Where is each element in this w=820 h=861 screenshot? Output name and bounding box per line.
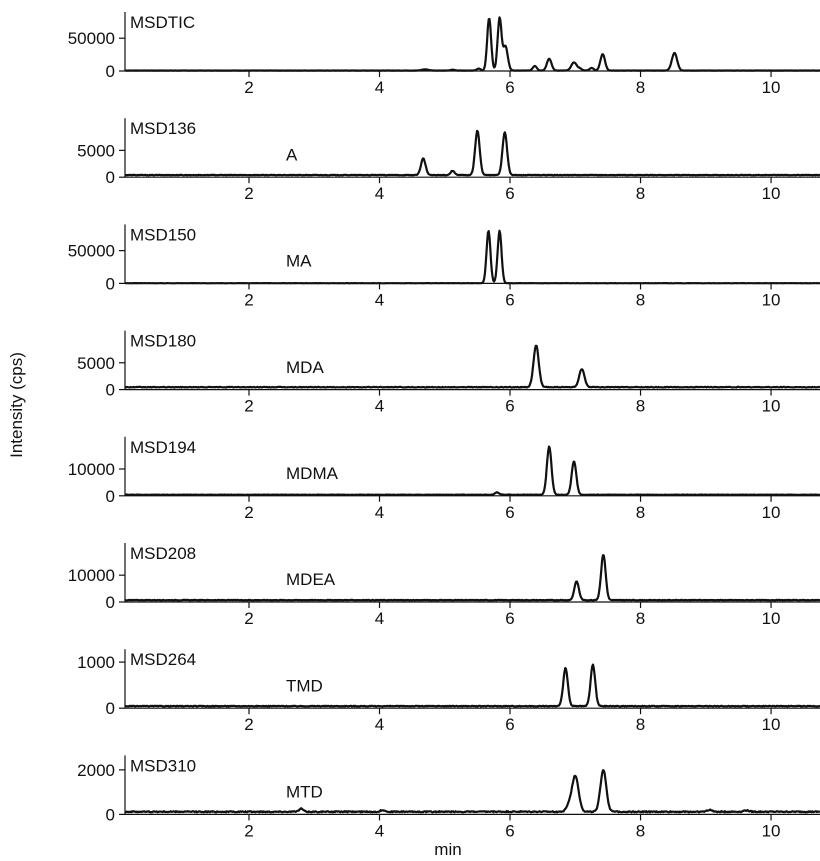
trace-line — [124, 344, 820, 389]
compound-label: TMD — [286, 676, 323, 695]
trace-line — [124, 16, 820, 72]
panel-msdtic: MSDTIC 0 50000 2 4 6 8 10 — [68, 12, 820, 97]
channel-label: MSD150 — [130, 225, 196, 244]
x-tick-label: 4 — [375, 397, 384, 416]
x-tick-label: 6 — [505, 715, 514, 734]
trace-line — [124, 663, 820, 708]
compound-label: MTD — [286, 783, 323, 802]
y-tick-label: 0 — [106, 274, 115, 293]
y-tick-label: 5000 — [77, 354, 115, 373]
x-tick-label: 8 — [636, 609, 645, 628]
x-tick-label: 8 — [636, 503, 645, 522]
x-tick-label: 2 — [244, 609, 253, 628]
y-tick-label: 0 — [106, 487, 115, 506]
trace-line — [124, 445, 820, 496]
compound-label: MDA — [286, 358, 324, 377]
y-tick-label: 0 — [106, 593, 115, 612]
y-tick-label: 2000 — [77, 761, 115, 780]
panel-msd310: MSD310 MTD 0 2000 2 4 6 8 10 — [77, 755, 820, 840]
trace-line — [124, 229, 820, 285]
x-tick-label: 4 — [375, 290, 384, 309]
x-tick-label: 6 — [505, 78, 514, 97]
channel-label: MSD310 — [130, 756, 196, 775]
x-tick-label: 4 — [375, 609, 384, 628]
panel-msd136: MSD136 A 0 5000 2 4 6 8 10 — [77, 118, 820, 203]
x-tick-label: 8 — [636, 78, 645, 97]
x-tick-label: 10 — [762, 397, 781, 416]
y-tick-label: 10000 — [68, 460, 115, 479]
x-tick-label: 8 — [636, 184, 645, 203]
panel-msd264: MSD264 TMD 0 1000 2 4 6 8 10 — [77, 649, 820, 734]
x-tick-label: 4 — [375, 821, 384, 840]
y-tick-label: 1000 — [77, 653, 115, 672]
x-tick-label: 8 — [636, 715, 645, 734]
x-tick-label: 10 — [762, 715, 781, 734]
x-tick-label: 6 — [505, 821, 514, 840]
x-axis-label: min — [434, 840, 461, 859]
compound-label: MA — [286, 252, 312, 271]
panel-msd150: MSD150 MA 0 50000 2 4 6 8 10 — [68, 224, 820, 309]
y-axis-label: Intensity (cps) — [7, 352, 26, 458]
trace-line — [124, 769, 820, 814]
x-tick-label: 2 — [244, 821, 253, 840]
x-tick-label: 6 — [505, 290, 514, 309]
x-tick-label: 4 — [375, 78, 384, 97]
channel-label: MSD208 — [130, 544, 196, 563]
compound-label: MDEA — [286, 570, 336, 589]
compound-label: A — [286, 145, 298, 164]
trace-line — [124, 554, 820, 602]
channel-label: MSD264 — [130, 650, 196, 669]
channel-label: MSD194 — [130, 438, 196, 457]
x-tick-label: 2 — [244, 397, 253, 416]
panel-msd194: MSD194 MDMA 0 10000 2 4 6 8 10 — [68, 436, 820, 522]
x-tick-label: 10 — [762, 821, 781, 840]
x-tick-label: 4 — [375, 715, 384, 734]
y-tick-label: 10000 — [68, 566, 115, 585]
x-tick-label: 2 — [244, 715, 253, 734]
y-tick-label: 0 — [106, 699, 115, 718]
x-tick-label: 8 — [636, 397, 645, 416]
x-tick-label: 4 — [375, 503, 384, 522]
x-tick-label: 4 — [375, 184, 384, 203]
y-tick-label: 50000 — [68, 242, 115, 261]
trace-line — [124, 129, 820, 177]
x-tick-label: 10 — [762, 609, 781, 628]
x-tick-label: 8 — [636, 821, 645, 840]
x-tick-label: 10 — [762, 184, 781, 203]
x-tick-label: 2 — [244, 290, 253, 309]
y-tick-label: 0 — [106, 62, 115, 81]
channel-label: MSDTIC — [130, 13, 195, 32]
compound-label: MDMA — [286, 464, 339, 483]
x-tick-label: 8 — [636, 290, 645, 309]
x-tick-label: 6 — [505, 184, 514, 203]
x-tick-label: 6 — [505, 397, 514, 416]
x-tick-label: 2 — [244, 503, 253, 522]
x-tick-label: 10 — [762, 503, 781, 522]
y-tick-label: 0 — [106, 381, 115, 400]
x-tick-label: 10 — [762, 290, 781, 309]
channel-label: MSD136 — [130, 119, 196, 138]
y-tick-label: 5000 — [77, 141, 115, 160]
channel-label: MSD180 — [130, 332, 196, 351]
x-tick-label: 2 — [244, 184, 253, 203]
panel-msd180: MSD180 MDA 0 5000 2 4 6 8 10 — [77, 330, 820, 416]
x-tick-label: 10 — [762, 78, 781, 97]
x-tick-label: 2 — [244, 78, 253, 97]
panel-msd208: MSD208 MDEA 0 10000 2 4 6 8 10 — [68, 543, 820, 628]
y-tick-label: 0 — [106, 805, 115, 824]
y-tick-label: 0 — [106, 168, 115, 187]
y-tick-label: 50000 — [68, 29, 115, 48]
x-tick-label: 6 — [505, 503, 514, 522]
x-tick-label: 6 — [505, 609, 514, 628]
